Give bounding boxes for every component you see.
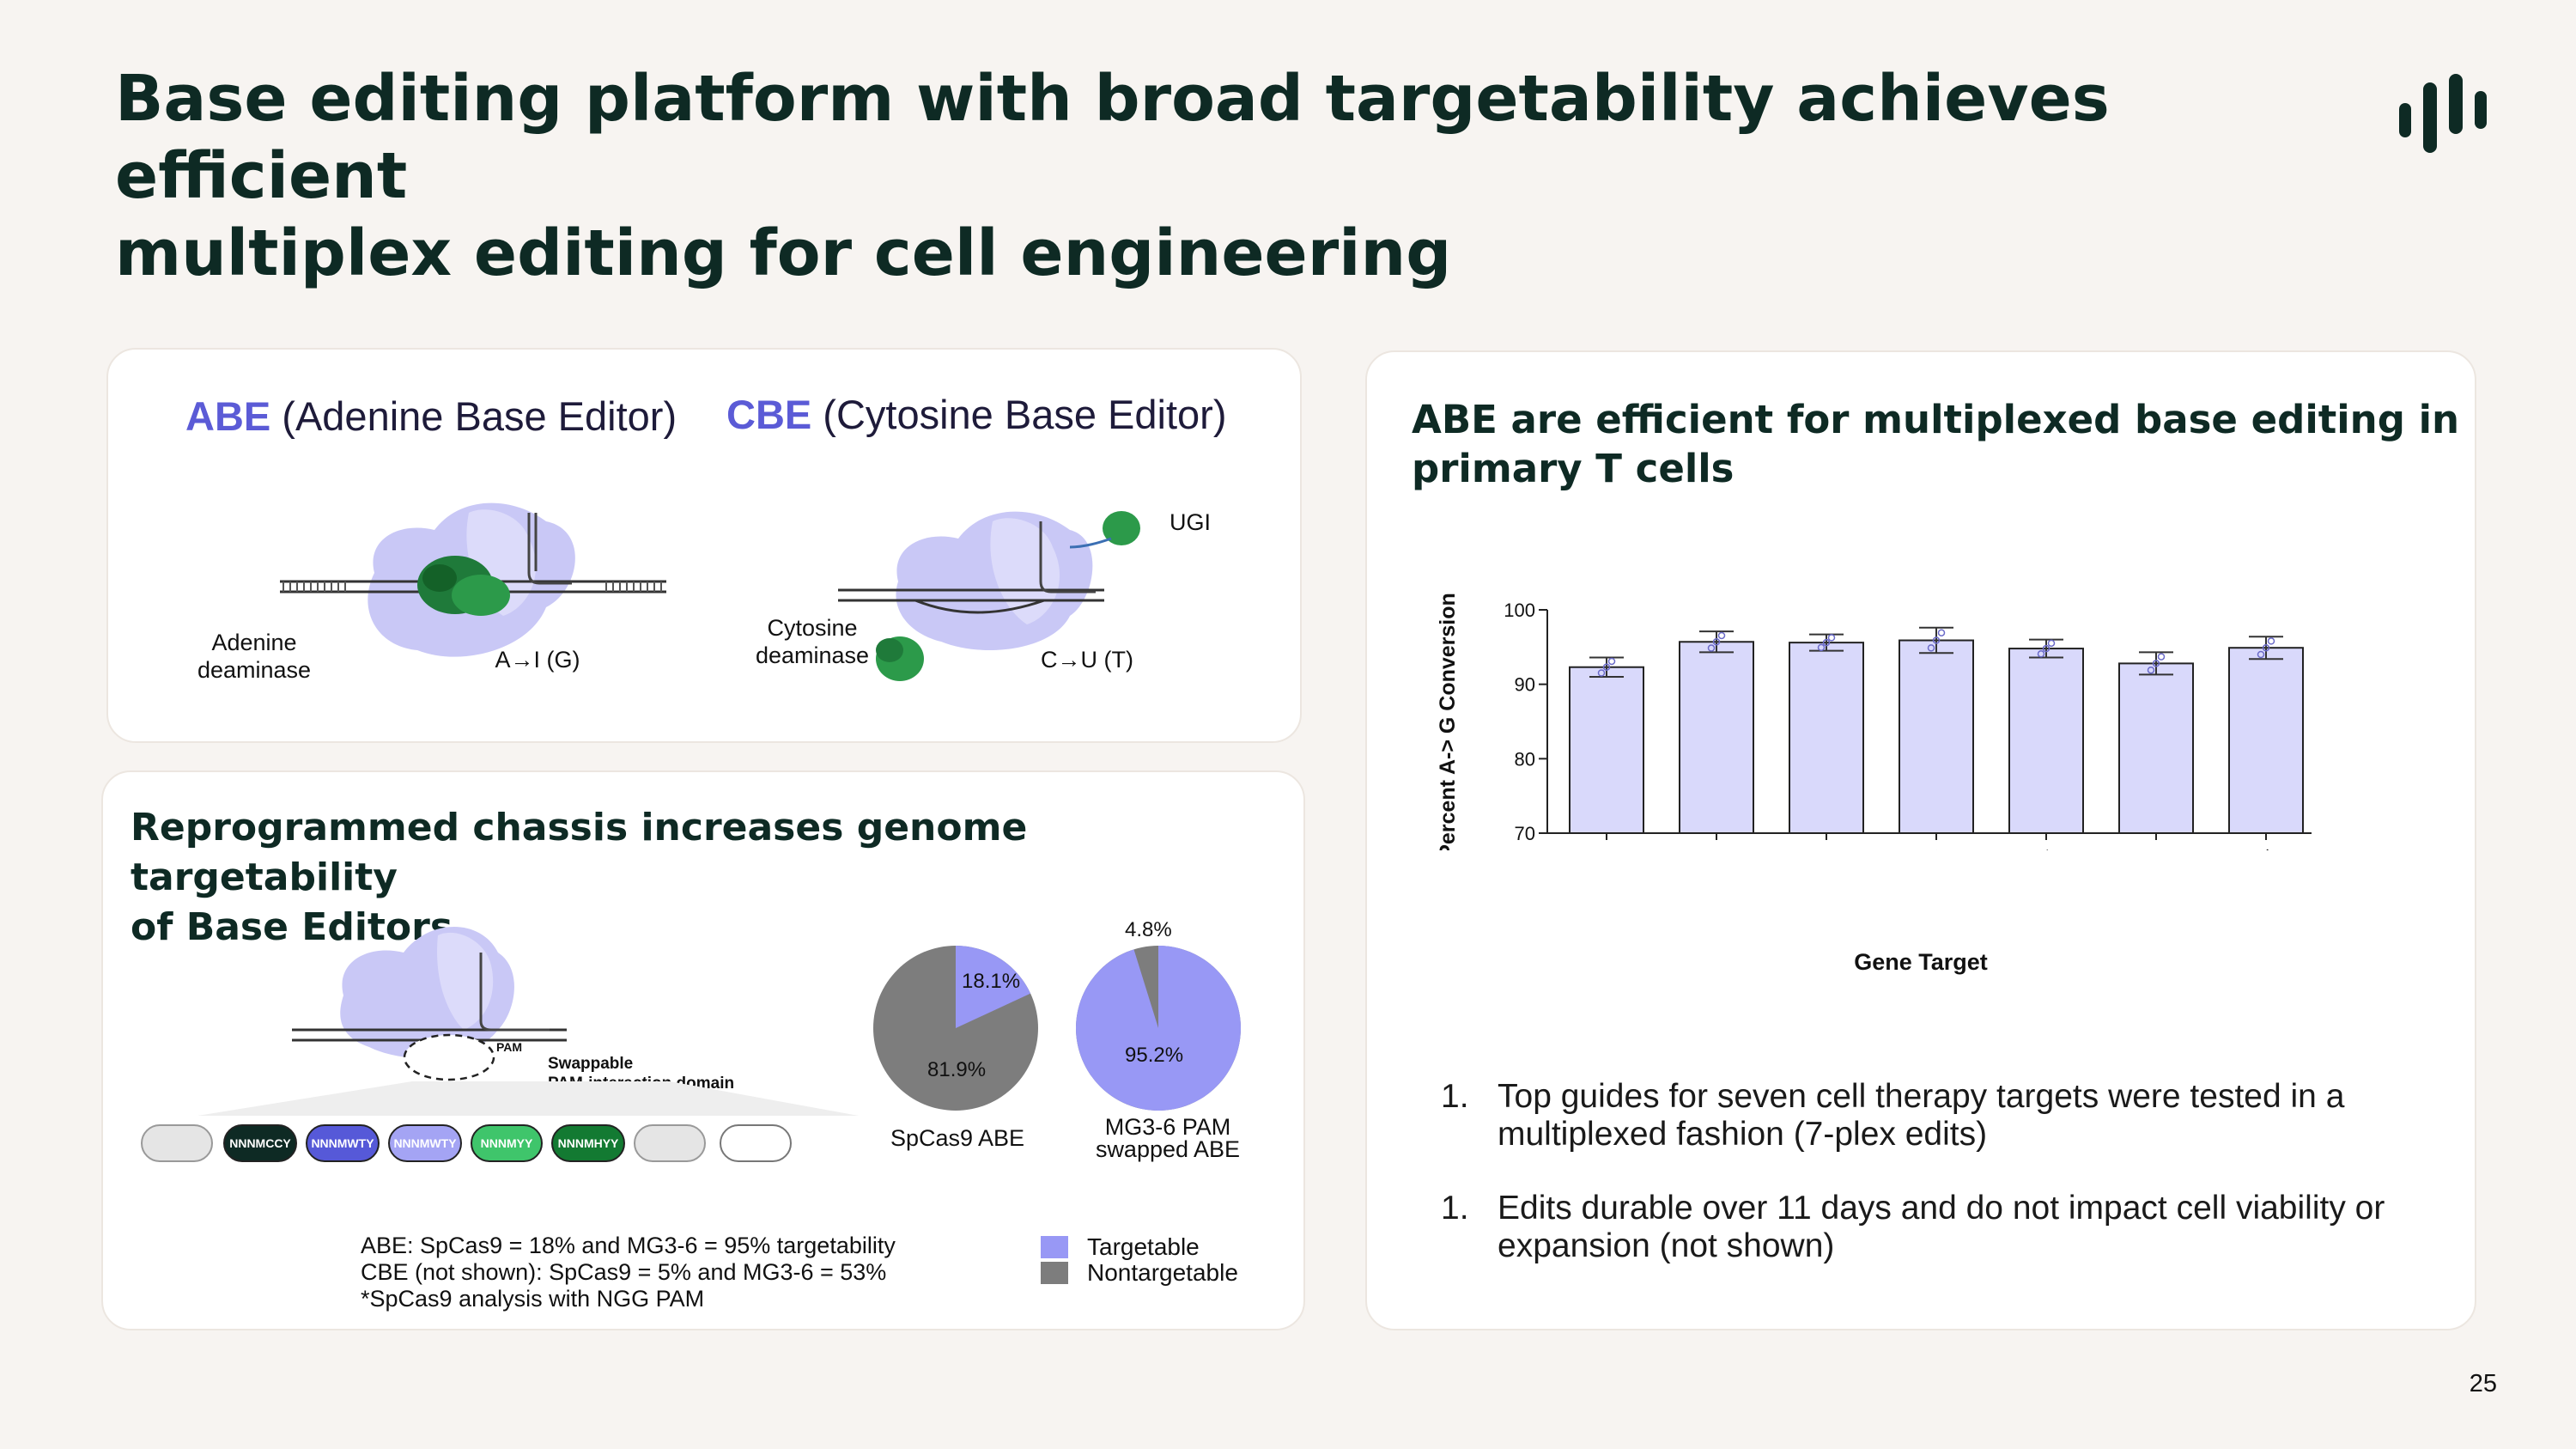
x-axis-label: Gene Target <box>1854 949 1988 975</box>
abe-illustration <box>280 502 666 657</box>
targetability-pies <box>873 946 1241 1111</box>
y-tick-label: 100 <box>1504 600 1535 621</box>
pam-variant: NNNMHYY <box>551 1124 625 1162</box>
data-point <box>1717 631 1726 640</box>
pie-slice-targetable <box>1076 946 1241 1111</box>
pie-legend: Targetable Nontargetable <box>1041 1233 1238 1286</box>
pie-spcas9-targetable-label: 18.1% <box>962 970 1021 993</box>
cbe-illustration <box>838 511 1140 681</box>
data-point <box>1932 636 1941 644</box>
y-tick-label: 70 <box>1515 823 1535 844</box>
slide-title: Base editing platform with broad targeta… <box>115 60 2262 292</box>
legend-targetable: Targetable <box>1041 1233 1238 1260</box>
data-point <box>2037 650 2045 658</box>
pam-variant: NNNMWTY <box>388 1124 462 1162</box>
data-point <box>1817 643 1826 652</box>
multiplex-chart-card: ABE are efficient for multiplexed base e… <box>1365 350 2476 1330</box>
data-point <box>1937 629 1946 636</box>
base-editors-card: ABE (Cytosine Base Editor) (Adenine Base… <box>106 348 1302 743</box>
data-point <box>2262 643 2270 652</box>
abe-heading: ABE (Cytosine Base Editor) (Adenine Base… <box>185 393 677 439</box>
data-point <box>2257 650 2265 659</box>
pam-variant: NNNMYY <box>471 1124 543 1162</box>
data-point <box>2042 644 2050 653</box>
data-point <box>1712 638 1721 646</box>
targetability-note: ABE: SpCas9 = 18% and MG3-6 = 95% target… <box>361 1233 896 1312</box>
y-tick-label: 90 <box>1515 674 1535 696</box>
chassis-illustration <box>292 927 567 1081</box>
chassis-title: Reprogrammed chassis increases genome ta… <box>131 806 1028 949</box>
pie-mg36-targetable-label: 95.2% <box>1125 1044 1184 1067</box>
pie-mg36-caption: MG3-6 PAM swapped ABE <box>1095 1114 1241 1162</box>
data-point <box>1602 663 1611 671</box>
pam-variant-blank <box>141 1124 213 1162</box>
ugi-label: UGI <box>1169 509 1211 535</box>
findings-list: 1. Top guides for seven cell therapy tar… <box>1441 1078 2445 1265</box>
finding-item: 1. Edits durable over 11 days and do not… <box>1441 1190 2385 1264</box>
bar <box>2008 648 2084 834</box>
pie-mg36 <box>1076 946 1241 1111</box>
data-point <box>2147 666 2155 674</box>
y-tick-label: 80 <box>1515 748 1535 770</box>
x-tick-label: T-6 <box>2142 847 2172 850</box>
pie-spcas9-caption: SpCas9 ABE <box>890 1125 1025 1151</box>
conversion-bar-chart: Percent A-> G Conversion 70 80 90 100 T-1 T-2… <box>1436 593 2312 850</box>
bar <box>1569 666 1644 834</box>
data-point <box>1597 669 1606 677</box>
data-point <box>1607 657 1616 666</box>
cbe-heading: CBE (Cytosine Base Editor) <box>726 392 1227 437</box>
data-point <box>2152 660 2160 667</box>
pie-mg36-nontargetable-label: 4.8% <box>1125 918 1172 941</box>
y-axis-label: Percent A-> G Conversion <box>1436 593 1460 850</box>
bar <box>2118 662 2194 835</box>
pam-variant-blank <box>720 1124 792 1162</box>
finding-item: 1. Top guides for seven cell therapy tar… <box>1441 1078 2345 1153</box>
pie-spcas9-nontargetable-label: 81.9% <box>927 1058 987 1081</box>
x-tick-label: T-2 <box>1702 847 1732 850</box>
data-point <box>2157 653 2166 661</box>
data-point <box>2267 637 2275 645</box>
x-tick-label: T-7 <box>2251 847 2281 850</box>
data-point <box>1827 634 1836 642</box>
pam-variant: NNNMCCY <box>223 1124 297 1162</box>
slide-title-line1: Base editing platform with broad targeta… <box>115 62 2110 213</box>
chart-title: ABE are efficient for multiplexed base e… <box>1412 397 2460 491</box>
abe-deaminase-label: Adenine deaminase <box>197 630 312 683</box>
x-tick-label: T-4 <box>1922 847 1952 850</box>
bar <box>2228 647 2304 834</box>
data-point <box>1707 644 1716 652</box>
legend-nontargetable: Nontargetable <box>1041 1259 1238 1286</box>
x-tick-label: T-1 <box>1592 847 1622 850</box>
pam-fan-decoration <box>197 1081 859 1116</box>
chassis-card: Reprogrammed chassis increases genome ta… <box>101 770 1305 1330</box>
x-tick-label: T-5 <box>2032 847 2062 850</box>
cbe-deaminase-label: Cytosine deaminase <box>755 615 870 668</box>
bars-logo-icon <box>2399 74 2487 153</box>
pam-label: PAM <box>496 1040 523 1054</box>
x-tick-label: T-3 <box>1812 847 1842 850</box>
data-point <box>1822 638 1831 647</box>
bar <box>1899 639 1974 834</box>
page-number: 25 <box>2469 1370 2497 1397</box>
pam-variant-blank <box>634 1124 706 1162</box>
data-point <box>2047 639 2056 648</box>
pam-variant: NNNMWTY <box>306 1124 380 1162</box>
abe-conversion-label: A→I (G) <box>495 647 580 673</box>
cbe-conversion-label: C→U (T) <box>1041 647 1133 673</box>
bar <box>1789 642 1864 834</box>
pie-spcas9 <box>873 946 1038 1111</box>
bar <box>1679 641 1754 835</box>
slide-title-line2: multiplex editing for cell engineering <box>115 216 1452 290</box>
pie-slice-targetable <box>956 946 1031 1028</box>
data-point <box>1927 644 1935 652</box>
